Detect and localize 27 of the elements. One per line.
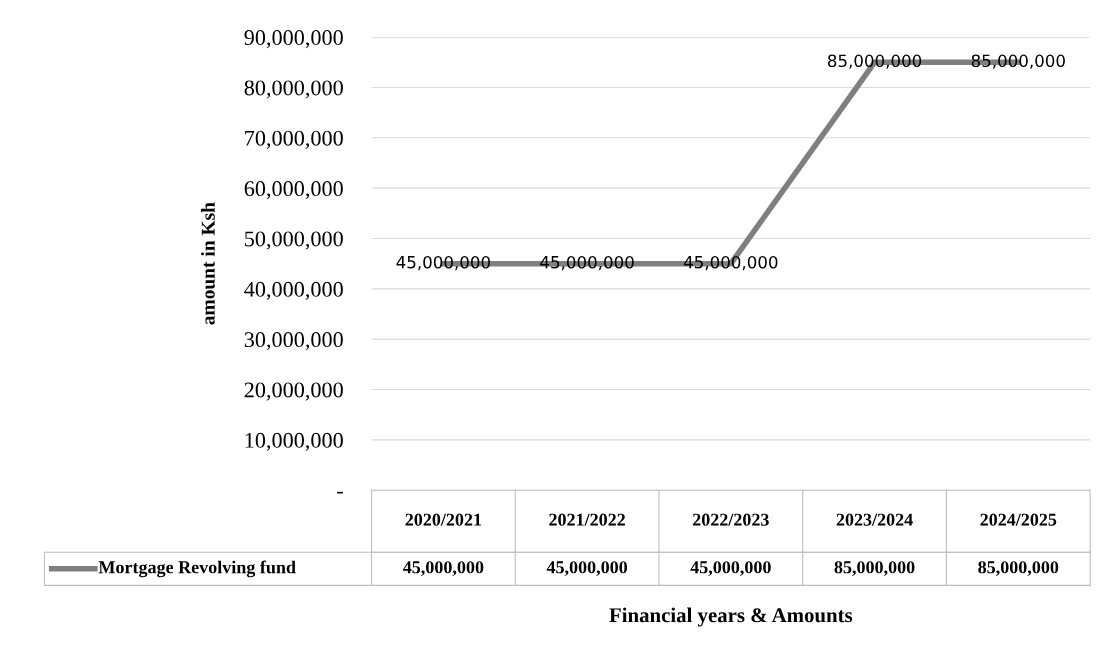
x-tick-label: 2022/2023 [692,513,769,526]
x-tick-label: 2023/2024 [836,513,913,526]
x-tick-label: 2020/2021 [405,513,482,526]
y-tick-label: 30,000,000 [244,332,343,351]
y-tick-label: 80,000,000 [244,80,343,99]
y-tick-label: 60,000,000 [244,181,343,200]
x-tick-label: 2024/2025 [980,513,1057,526]
y-tick-label: 20,000,000 [244,382,343,401]
y-tick-label: 70,000,000 [245,130,343,149]
data-label: 45,000,000 [403,561,484,576]
data-label: 45,000,000 [546,561,628,576]
data-label: 45,000,000 [690,561,771,576]
y-tick-label: 90,000,000 [244,30,343,49]
y-tick-label: 50,000,000 [245,231,343,250]
legend-label: Mortgage Revolving fund [98,560,296,578]
text: 85,000,000 [827,54,922,69]
x-axis-title: Financial years & Amounts [609,607,853,627]
y-tick-label: - [337,491,343,494]
data-label: 85,000,000 [978,561,1059,576]
text: 85,000,000 [971,54,1065,69]
text: 45,000,000 [396,255,490,271]
y-axis-title: amount in Ksh [201,202,215,325]
x-tick-label: 2021/2022 [549,513,625,526]
data-label: 85,000,000 [834,561,915,576]
text: 45,000,000 [683,255,778,271]
y-tick-label: 40,000,000 [244,281,343,300]
y-tick-label: 10,000,000 [245,432,343,451]
